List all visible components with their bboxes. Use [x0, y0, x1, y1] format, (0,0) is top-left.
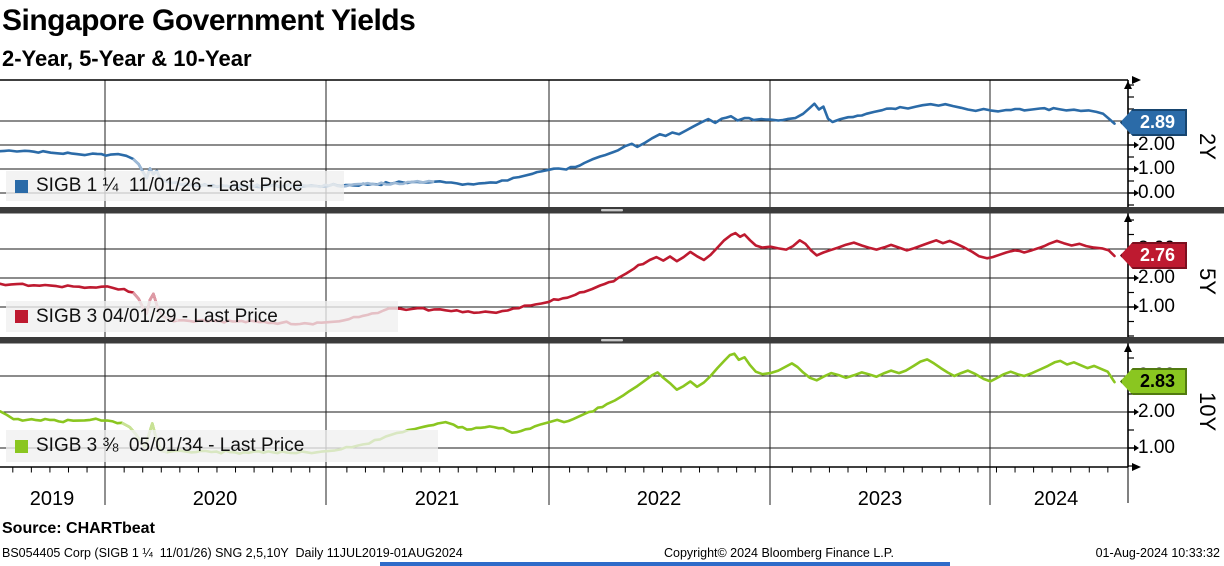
xtick-2021: 2021: [414, 488, 460, 510]
spine-up-arrow-icon: [1124, 344, 1132, 352]
ytick-2y-1: 1.00: [1138, 158, 1175, 179]
ytick-2y-0: 0.00: [1138, 182, 1175, 203]
splitter-grip-icon: [601, 209, 623, 212]
xtick-2022: 2022: [636, 488, 682, 510]
xtick-2024: 2024: [1033, 488, 1079, 510]
xtick-2023: 2023: [857, 488, 903, 510]
ytick-5y-2: 2.00: [1138, 267, 1175, 288]
ytick-10y-1: 1.00: [1138, 437, 1175, 458]
legend-swatch-10y-icon: [15, 439, 28, 453]
top-axis-arrow-icon: [1132, 76, 1141, 84]
ytick-2y-2: 2.00: [1138, 134, 1175, 155]
page-subtitle: 2-Year, 5-Year & 10-Year: [2, 46, 252, 71]
legend-2y[interactable]: SIGB 1 ¼ 11/01/26 - Last Price: [6, 171, 344, 201]
panel-label-10y: 10Y: [1195, 392, 1220, 432]
last-price-tag-10y: 2.83: [1120, 368, 1187, 395]
ytick-10y-2: 2.00: [1138, 401, 1175, 422]
source-line: Source: CHARTbeat: [2, 520, 155, 537]
spine-up-arrow-icon: [1124, 81, 1132, 89]
legend-5y[interactable]: SIGB 3 04/01/29 - Last Price: [6, 301, 398, 332]
footer-timestamp: 01-Aug-2024 10:33:32: [1095, 546, 1220, 560]
legend-swatch-2y-icon: [15, 179, 28, 193]
spine-up-arrow-icon: [1124, 214, 1132, 222]
splitter-grip-icon: [601, 339, 623, 342]
legend-swatch-5y-icon: [15, 310, 28, 323]
xtick-2020: 2020: [192, 488, 238, 510]
footer-security-info: BS054405 Corp (SIGB 1 ¼ 11/01/26) SNG 2,…: [2, 546, 463, 560]
footer-copyright: Copyright© 2024 Bloomberg Finance L.P.: [664, 546, 894, 560]
bottom-accent-bar: [380, 562, 950, 566]
page-title: Singapore Government Yields: [2, 4, 416, 37]
legend-label-5y: SIGB 3 04/01/29 - Last Price: [36, 305, 278, 327]
xtick-2019: 2019: [29, 488, 75, 510]
legend-label-10y: SIGB 3 ⅜ 05/01/34 - Last Price: [36, 435, 305, 456]
legend-label-2y: SIGB 1 ¼ 11/01/26 - Last Price: [36, 175, 303, 196]
x-axis-arrow-icon: [1132, 463, 1141, 471]
legend-10y[interactable]: SIGB 3 ⅜ 05/01/34 - Last Price: [6, 430, 438, 462]
ytick-5y-1: 1.00: [1138, 296, 1175, 317]
panel-label-2y: 2Y: [1195, 132, 1220, 160]
last-price-tag-5y: 2.76: [1120, 242, 1187, 269]
panel-label-5y: 5Y: [1195, 267, 1220, 295]
last-price-tag-2y: 2.89: [1120, 109, 1187, 136]
